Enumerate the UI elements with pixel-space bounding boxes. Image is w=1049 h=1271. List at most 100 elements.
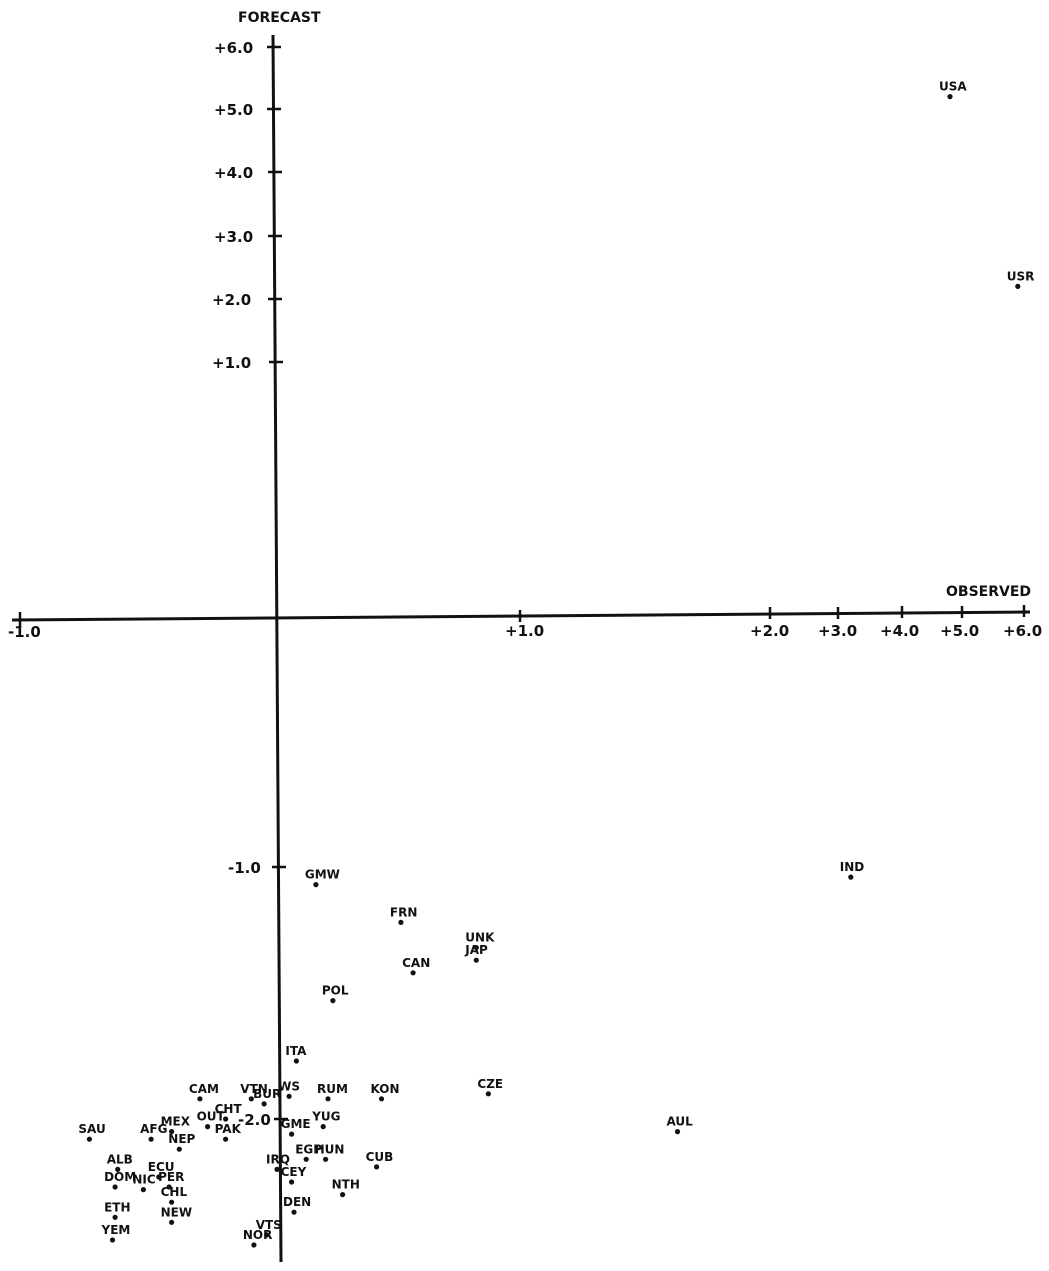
point-marker: [86, 1136, 92, 1142]
point-label: NEP: [168, 1132, 195, 1146]
data-point: WS: [278, 1079, 300, 1099]
point-label: NEW: [161, 1205, 192, 1219]
y-tick-label: +3.0: [214, 228, 253, 246]
point-label: YUG: [311, 1110, 340, 1124]
point-marker: [374, 1164, 380, 1170]
point-marker: [223, 1136, 229, 1142]
point-marker: [378, 1096, 385, 1102]
data-point: CUB: [366, 1150, 394, 1170]
point-marker: [205, 1124, 211, 1130]
point-label: BUR: [253, 1087, 281, 1101]
point-label: IRQ: [266, 1152, 290, 1166]
point-marker: [264, 1232, 270, 1238]
point-label: ITA: [285, 1044, 307, 1058]
data-point: JAP: [464, 943, 488, 963]
point-marker: [674, 1129, 681, 1135]
point-marker: [112, 1184, 118, 1190]
data-point: AUL: [667, 1115, 694, 1135]
point-marker: [115, 1166, 121, 1172]
point-label: AUL: [667, 1115, 694, 1129]
point-marker: [156, 1174, 162, 1180]
data-point: DEN: [283, 1195, 311, 1215]
point-label: PER: [158, 1170, 184, 1184]
data-point: CAM: [189, 1082, 219, 1102]
point-marker: [176, 1146, 182, 1152]
point-marker: [286, 1093, 292, 1099]
point-marker: [197, 1096, 203, 1102]
point-label: ETH: [104, 1200, 130, 1214]
x-tick-label: -1.0: [8, 623, 41, 641]
data-point: OUT: [197, 1110, 226, 1130]
point-label: USR: [1007, 269, 1035, 283]
data-point: BUR: [253, 1087, 281, 1107]
point-marker: [947, 94, 953, 100]
point-label: KON: [371, 1082, 400, 1096]
point-marker: [166, 1184, 172, 1190]
point-marker: [325, 1096, 331, 1102]
point-label: UNK: [465, 931, 495, 945]
point-label: HUN: [315, 1142, 345, 1156]
data-point: ITA: [285, 1044, 307, 1064]
point-marker: [140, 1187, 146, 1193]
y-tick-label: +4.0: [214, 164, 253, 182]
data-point: YUG: [311, 1110, 340, 1130]
data-point: VTS: [256, 1218, 282, 1238]
point-label: CHT: [215, 1102, 243, 1116]
y-tick-label: +6.0: [214, 39, 253, 57]
point-marker: [473, 957, 479, 963]
point-marker: [323, 1156, 329, 1162]
point-marker: [320, 1124, 326, 1130]
data-point: KON: [371, 1082, 400, 1102]
data-point: IND: [840, 860, 865, 880]
point-marker: [148, 1136, 154, 1142]
x-tick-label: +4.0: [880, 622, 919, 640]
point-label: CHL: [161, 1185, 188, 1199]
point-marker: [169, 1219, 175, 1225]
data-point: FRN: [390, 905, 417, 926]
point-marker: [485, 1091, 491, 1097]
data-point: NEW: [161, 1205, 192, 1225]
point-marker: [340, 1192, 346, 1198]
point-marker: [289, 1131, 295, 1137]
data-point: ECU: [148, 1160, 175, 1180]
x-tick-label: +2.0: [750, 622, 789, 640]
data-point: RUM: [317, 1082, 348, 1102]
point-label: VTN: [240, 1082, 268, 1096]
point-marker: [848, 874, 854, 880]
y-tick-label: +1.0: [212, 354, 251, 372]
y-tick-label: +5.0: [214, 101, 253, 119]
data-point: ETH: [104, 1200, 131, 1220]
data-point: NOR: [243, 1228, 272, 1248]
point-label: FRN: [390, 905, 417, 919]
point-label: PAK: [215, 1122, 242, 1136]
point-marker: [291, 1209, 297, 1215]
data-point: CEY: [281, 1165, 307, 1185]
point-marker: [274, 1166, 280, 1172]
data-point: VTN: [240, 1082, 268, 1102]
x-tick-label: +1.0: [505, 622, 544, 640]
point-label: JAP: [464, 943, 488, 957]
y-axis: [271, 34, 283, 1263]
point-label: EGP: [295, 1142, 322, 1156]
data-point: NTH: [332, 1178, 360, 1198]
data-point: EGP: [295, 1142, 322, 1162]
point-label: CUB: [366, 1150, 394, 1164]
x-axis-title: OBSERVED: [946, 584, 1031, 600]
data-point: AFG: [140, 1122, 167, 1142]
data-point: ALB: [107, 1152, 133, 1172]
point-label: YEM: [101, 1223, 131, 1237]
y-tick-label: -2.0: [238, 1111, 271, 1129]
y-tick-label: -1.0: [228, 859, 261, 877]
x-tick-label: +6.0: [1003, 622, 1042, 640]
point-label: ALB: [107, 1152, 133, 1166]
point-label: VTS: [256, 1218, 282, 1232]
data-point: IRQ: [266, 1152, 290, 1172]
point-label: DOM: [104, 1170, 136, 1184]
data-point: UNK: [465, 931, 495, 951]
data-point: HUN: [315, 1142, 345, 1162]
point-label: GME: [281, 1117, 311, 1131]
point-label: IND: [840, 860, 865, 874]
data-point: USA: [939, 80, 967, 100]
point-label: WS: [278, 1079, 300, 1093]
